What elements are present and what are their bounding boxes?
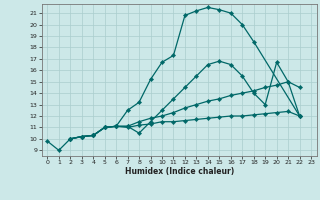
X-axis label: Humidex (Indice chaleur): Humidex (Indice chaleur) (124, 167, 234, 176)
